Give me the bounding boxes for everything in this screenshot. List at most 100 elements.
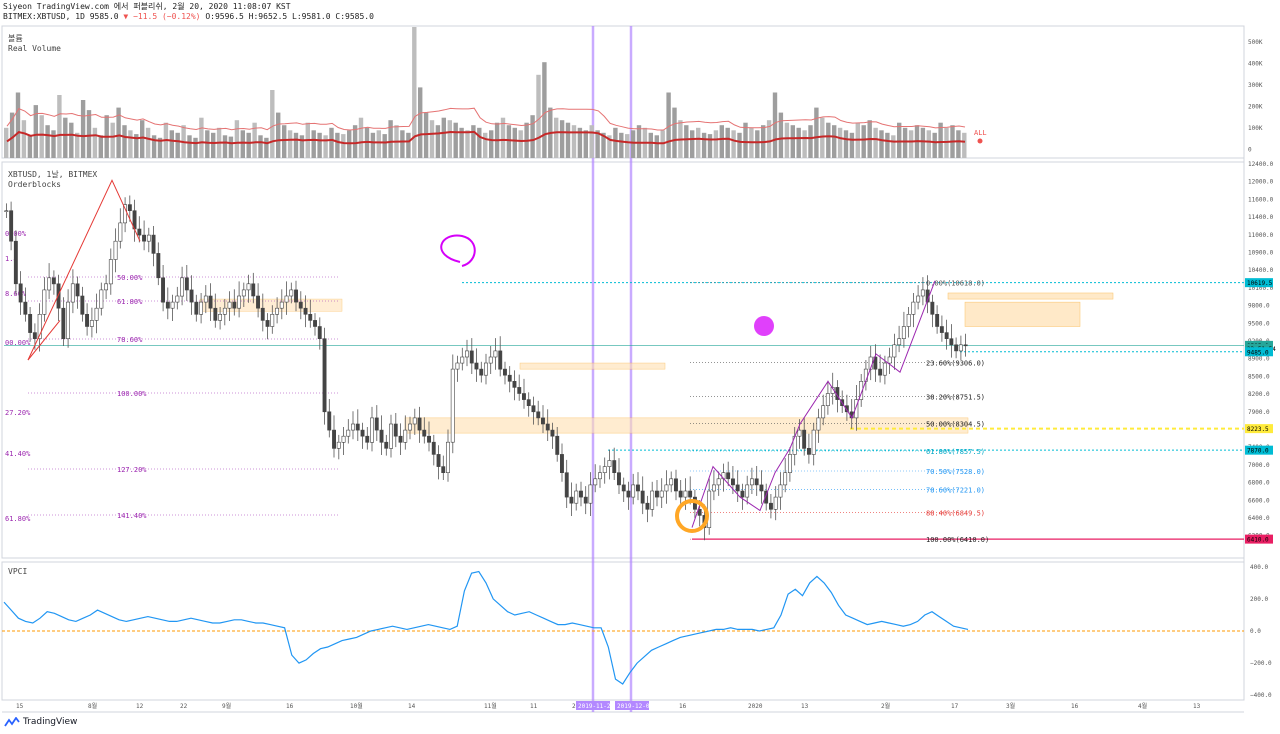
price-axis-label: 7000.0 bbox=[1248, 462, 1270, 469]
volume-base-line bbox=[6, 130, 966, 145]
candle-body bbox=[118, 222, 123, 242]
candle-body bbox=[13, 240, 18, 285]
candle-body bbox=[251, 283, 256, 297]
candle-body bbox=[574, 490, 579, 504]
volume-bar bbox=[837, 127, 843, 158]
candle-body bbox=[313, 320, 317, 327]
time-axis-label: 22 bbox=[180, 703, 188, 710]
candle-body bbox=[175, 295, 180, 303]
fib-left-label: 61.80% bbox=[5, 515, 31, 523]
volume-dot bbox=[977, 138, 983, 144]
candle-body bbox=[75, 283, 80, 297]
candle-body bbox=[787, 454, 792, 473]
volume-bar bbox=[506, 125, 512, 158]
candle-body bbox=[412, 417, 417, 425]
candle-body bbox=[213, 307, 218, 321]
candle-body bbox=[916, 295, 921, 303]
candle-body bbox=[697, 508, 702, 516]
candle-body bbox=[37, 313, 42, 339]
candle-body bbox=[256, 295, 260, 309]
volume-bar bbox=[169, 130, 174, 158]
volume-bar bbox=[843, 130, 849, 158]
volume-bar bbox=[512, 127, 517, 158]
candle-body bbox=[393, 423, 398, 437]
candle-body bbox=[906, 313, 911, 327]
candle-body bbox=[80, 295, 85, 315]
volume-bar bbox=[926, 130, 931, 158]
price-axis-label: 10900.0 bbox=[1248, 250, 1274, 257]
volume-bar bbox=[447, 120, 452, 158]
price-subtitle: Orderblocks bbox=[8, 180, 61, 189]
volume-bar bbox=[956, 130, 961, 158]
volume-bar bbox=[636, 125, 642, 158]
volume-bar bbox=[276, 112, 281, 158]
candle-body bbox=[735, 484, 740, 492]
volume-bar bbox=[489, 130, 494, 158]
price-tag-label: 8223.5 bbox=[1247, 426, 1269, 433]
candle-body bbox=[597, 472, 602, 480]
candle-body bbox=[427, 435, 431, 443]
volume-bar bbox=[713, 130, 719, 158]
volume-bar bbox=[429, 120, 435, 158]
candle-body bbox=[626, 490, 631, 498]
price-axis-label: 8200.0 bbox=[1248, 391, 1270, 398]
candle-body bbox=[422, 429, 427, 437]
candle-body bbox=[607, 460, 612, 467]
price-axis-label: 6600.0 bbox=[1248, 497, 1270, 504]
candle-body bbox=[578, 490, 583, 498]
volume-bar bbox=[784, 122, 790, 158]
change-value: ▼ −11.5 (−0.12%) bbox=[123, 12, 201, 21]
candle-body bbox=[920, 289, 925, 297]
volume-bar bbox=[211, 132, 216, 158]
volume-subtitle: Real Volume bbox=[8, 44, 61, 53]
candle-body bbox=[180, 277, 184, 297]
volume-bar bbox=[820, 117, 825, 158]
time-highlight-label: 2019-12-04 bbox=[617, 703, 654, 710]
volume-bar bbox=[75, 132, 80, 158]
volume-bar bbox=[565, 122, 571, 158]
price-axis-label: 11000.0 bbox=[1248, 232, 1274, 239]
candle-body bbox=[355, 423, 360, 431]
volume-bar bbox=[571, 125, 577, 158]
volume-bar bbox=[589, 125, 594, 158]
candle-body bbox=[963, 344, 968, 347]
volume-bar bbox=[341, 134, 346, 158]
price-axis-label: 12000.0 bbox=[1248, 179, 1274, 186]
price-axis-label: 8900.0 bbox=[1248, 356, 1270, 363]
candle-body bbox=[246, 283, 251, 291]
volume-bar bbox=[293, 132, 299, 158]
volume-bar bbox=[329, 127, 334, 158]
volume-bar bbox=[814, 107, 819, 158]
candle-body bbox=[892, 344, 897, 358]
volume-bar bbox=[270, 90, 275, 158]
candle-body bbox=[498, 350, 503, 370]
candle-body bbox=[203, 295, 208, 303]
candle-body bbox=[151, 234, 156, 254]
candle-body bbox=[507, 374, 512, 382]
candle-body bbox=[94, 307, 99, 321]
volume-bar bbox=[459, 127, 464, 158]
volume-bar bbox=[287, 130, 293, 158]
volume-axis-label: 500K bbox=[1248, 39, 1263, 46]
price-tag bbox=[1245, 424, 1273, 434]
price-tag-label: 9485.0 bbox=[1247, 349, 1269, 356]
volume-bar bbox=[21, 120, 27, 158]
candle-body bbox=[754, 478, 759, 486]
volume-bar bbox=[808, 125, 813, 158]
candle-body bbox=[797, 429, 802, 437]
candle-body bbox=[654, 490, 659, 498]
candle-body bbox=[844, 405, 849, 413]
candle-body bbox=[113, 240, 118, 260]
volume-bar bbox=[471, 125, 476, 158]
volume-bar bbox=[743, 122, 748, 158]
volume-bar bbox=[772, 92, 778, 158]
candle-body bbox=[939, 326, 944, 333]
candle-body bbox=[811, 429, 816, 455]
volume-bar bbox=[157, 137, 163, 158]
volume-bar bbox=[613, 127, 618, 158]
candle-body bbox=[227, 301, 232, 309]
tradingview-logo[interactable]: TradingView bbox=[4, 717, 77, 727]
candle-body bbox=[9, 210, 14, 242]
time-axis-label: 16 bbox=[679, 703, 687, 710]
